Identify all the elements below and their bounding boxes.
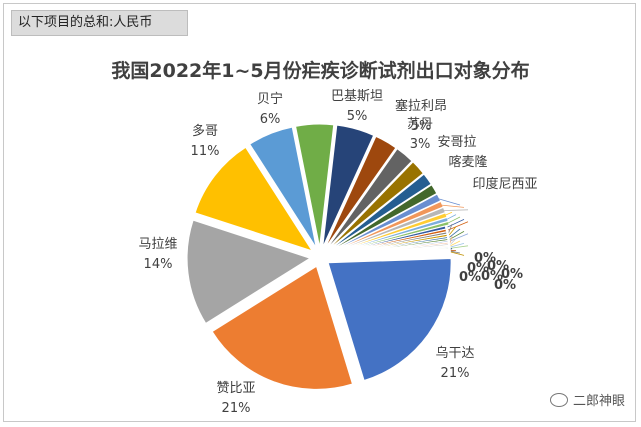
- cluster-percent-label: 0%: [481, 269, 503, 284]
- pie-labels: 乌干达21%赞比亚21%马拉维14%多哥11%贝宁6%巴基斯坦5%塞拉利昂5%苏…: [138, 89, 537, 416]
- slice-percent-label: 11%: [191, 144, 220, 159]
- leader-line: [448, 221, 469, 231]
- slice-label: 塞拉利昂: [395, 98, 447, 114]
- pie-slice[interactable]: [327, 161, 425, 251]
- slice-label: 多哥: [192, 123, 218, 139]
- cluster-percent-label: 0%: [494, 278, 516, 293]
- leader-line: [450, 251, 465, 256]
- slice-label: 乌干达: [435, 345, 474, 361]
- leader-line: [448, 226, 457, 236]
- leader-line: [448, 224, 453, 233]
- cluster-percent-label: 0%: [467, 261, 489, 276]
- slice-percent-label: 21%: [222, 401, 251, 416]
- cluster-percent-label: 0%: [474, 251, 496, 266]
- slice-label: 赞比亚: [216, 381, 255, 396]
- pie-slice[interactable]: [294, 123, 335, 248]
- slice-label: 喀麦隆: [448, 154, 487, 170]
- watermark: 二郎神眼: [549, 390, 625, 409]
- slice-label: 巴基斯坦: [331, 89, 383, 104]
- leader-line: [449, 236, 453, 243]
- leader-line: [450, 238, 457, 245]
- slice-label: 苏丹: [407, 116, 433, 132]
- cluster-percent-label: 0%: [501, 267, 523, 282]
- cluster-percent-label: 0%: [487, 259, 509, 274]
- slice-percent-label: 3%: [410, 137, 431, 152]
- leader-line: [440, 204, 465, 208]
- slice-percent-label: 5%: [411, 119, 432, 134]
- pie-slice[interactable]: [249, 126, 317, 248]
- leader-line: [449, 233, 469, 242]
- leader-line: [450, 245, 469, 249]
- leader-line: [450, 250, 461, 254]
- pie-slice[interactable]: [211, 265, 354, 390]
- leader-line: [450, 247, 453, 250]
- field-filter-button[interactable]: 以下项目的总和:人民币: [11, 10, 188, 36]
- slice-label: 马拉维: [138, 237, 177, 252]
- pie-slice[interactable]: [329, 220, 450, 255]
- leader-line: [450, 243, 465, 248]
- leader-line: [450, 240, 461, 247]
- slice-percent-label: 6%: [260, 112, 281, 127]
- leader-line: [446, 216, 461, 225]
- slice-label: 印度尼西亚: [472, 176, 537, 192]
- chart-title: 我国2022年1~5月份疟疾诊断试剂出口对象分布: [111, 60, 530, 82]
- leader-line: [447, 219, 465, 228]
- pie-slice[interactable]: [322, 124, 375, 248]
- pie-slice[interactable]: [327, 257, 452, 382]
- slice-percent-label: 21%: [441, 366, 470, 381]
- pie-slice[interactable]: [325, 148, 413, 250]
- leader-line: [442, 209, 469, 212]
- leader-line: [449, 231, 465, 240]
- leader-line: [449, 228, 461, 238]
- slice-label: 安哥拉: [437, 135, 476, 150]
- pie-slice[interactable]: [328, 193, 442, 253]
- slice-percent-label: 5%: [347, 109, 368, 124]
- pie-slice[interactable]: [328, 184, 438, 253]
- cluster-percent-label: 0%: [459, 270, 481, 285]
- wechat-icon: [549, 392, 568, 407]
- pie-slice[interactable]: [186, 219, 312, 325]
- pie-slice[interactable]: [325, 251, 450, 258]
- leader-line: [444, 211, 453, 217]
- leader-line: [445, 214, 457, 221]
- pie-slices: [186, 123, 452, 390]
- pie-slice[interactable]: [324, 135, 397, 249]
- watermark-text: 二郎神眼: [572, 394, 625, 409]
- slice-percent-label: 14%: [144, 257, 173, 272]
- leader-line: [437, 197, 461, 206]
- pie-slice[interactable]: [194, 146, 314, 252]
- pie-slice[interactable]: [327, 173, 432, 252]
- slice-label: 贝宁: [257, 91, 283, 107]
